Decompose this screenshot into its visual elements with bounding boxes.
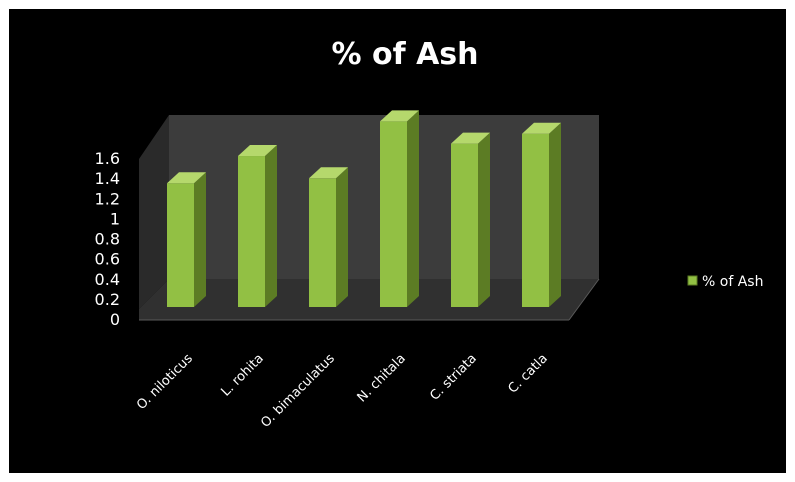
bar-front <box>522 133 549 307</box>
y-axis-ticks: 00.20.40.60.8 11.21.41.6 <box>95 149 120 329</box>
bar-front <box>238 156 265 307</box>
y-tick-label: 0 <box>110 310 120 329</box>
chart-title: % of Ash <box>331 37 478 72</box>
y-tick-label: 1 <box>110 209 120 228</box>
y-tick-label: 0.2 <box>95 290 120 309</box>
legend-swatch <box>687 275 698 286</box>
bar-front <box>167 183 194 307</box>
legend-label: % of Ash <box>702 274 763 290</box>
x-category-label: O. bimaculatus <box>258 351 338 431</box>
bar-top <box>451 132 490 144</box>
x-category-label: N. chitala <box>355 351 409 405</box>
x-category-label: C. catla <box>505 351 550 396</box>
ash-chart: % of Ash 00.20.40.60.8 11.21.41.6 O. nilo… <box>95 37 764 431</box>
bar-series <box>167 110 561 307</box>
x-category-label: C. striata <box>427 351 479 403</box>
bar <box>309 167 348 307</box>
bar <box>238 145 277 307</box>
bar-side <box>478 132 490 307</box>
bar-front <box>380 121 407 307</box>
bar-front <box>451 143 478 307</box>
bar-side <box>407 110 419 307</box>
bar <box>451 132 490 307</box>
y-tick-label: 1.4 <box>95 169 120 188</box>
bar-top <box>167 172 206 184</box>
floor-diagonal <box>568 278 600 321</box>
y-tick-label: 0.8 <box>95 230 120 249</box>
bar-top <box>380 110 419 122</box>
y-tick-label: 1.2 <box>95 189 120 208</box>
bar-side <box>336 167 348 307</box>
bar <box>380 110 419 307</box>
bar-side <box>549 122 561 307</box>
bar-side <box>194 172 206 307</box>
legend: % of Ash <box>687 274 763 290</box>
x-category-label: O. niloticus <box>134 351 196 413</box>
y-tick-label: 1.6 <box>95 149 120 168</box>
bar-side <box>265 145 277 307</box>
chart-frame: % of Ash 0 0.2 0.4 0.6 0.8 1 1.2 1.4 1.6 O. nilo… <box>9 9 786 473</box>
y-tick-label: 0.4 <box>95 270 120 289</box>
bar-top <box>522 122 561 134</box>
bar-front <box>309 178 336 307</box>
bar-top <box>238 145 277 157</box>
bar-top <box>309 167 348 179</box>
bar <box>167 172 206 307</box>
side-wall <box>139 115 169 309</box>
bar <box>522 122 561 307</box>
y-tick-label: 0.6 <box>95 250 120 269</box>
x-category-label: L. rohita <box>218 351 266 399</box>
